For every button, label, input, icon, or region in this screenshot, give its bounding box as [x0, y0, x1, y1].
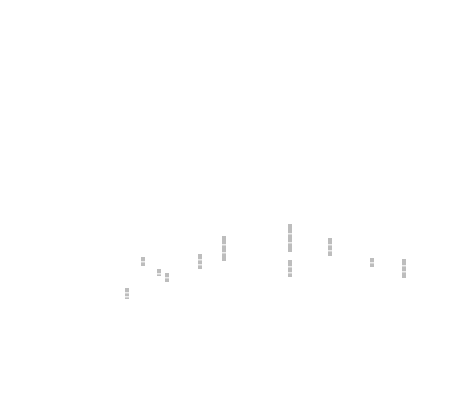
bar-segment-5-0: [222, 236, 226, 261]
bar-band-6-1: [288, 266, 292, 268]
bar-segment-2-0: [157, 269, 161, 276]
bar-band-9-0: [402, 271, 406, 273]
bar-band-0-0: [125, 296, 129, 298]
bar-band-6-0: [288, 242, 292, 244]
bar-band-8-0: [370, 262, 374, 264]
bar-band-5-0: [222, 244, 226, 246]
bar-segment-4-0: [198, 254, 202, 269]
bar-band-0-0: [125, 292, 129, 294]
bar-band-5-0: [222, 252, 226, 254]
bar-band-9-0: [402, 265, 406, 267]
bar-band-6-1: [288, 272, 292, 274]
bar-band-7-0: [328, 250, 332, 252]
bar-band-2-0: [157, 273, 161, 275]
bar-band-1-0: [141, 261, 145, 263]
bar-segment-9-0: [402, 259, 406, 278]
bar-band-6-0: [288, 233, 292, 235]
bar-band-7-0: [328, 244, 332, 246]
bar-band-3-0: [165, 277, 169, 279]
bar-segment-6-1: [288, 260, 292, 277]
bar-band-4-0: [198, 264, 202, 266]
bar-segment-7-0: [328, 238, 332, 256]
bar-band-4-0: [198, 259, 202, 261]
bar-segment-6-0: [288, 224, 292, 252]
